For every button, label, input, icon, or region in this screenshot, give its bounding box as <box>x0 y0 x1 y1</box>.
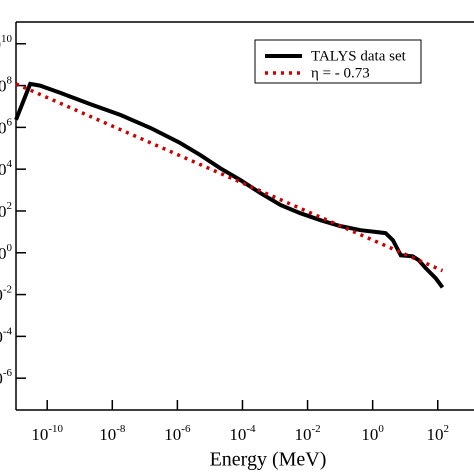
x-tick-label: 10-10 <box>31 423 63 444</box>
y-tick-label: 10-2 <box>0 283 12 304</box>
y-tick-label: 108 <box>0 74 13 95</box>
y-tick-label: 102 <box>0 199 12 220</box>
x-axis-label: Energy (MeV) <box>210 449 327 471</box>
x-tick-label: 102 <box>426 423 449 444</box>
y-tick-label: 100 <box>0 241 13 262</box>
x-tick-label: 10-8 <box>99 423 126 444</box>
x-tick-label: 10-4 <box>229 423 256 444</box>
data-line <box>15 82 444 273</box>
y-tick-label: 10-4 <box>0 325 12 346</box>
legend-box <box>254 39 422 84</box>
y-tick-label: 10-6 <box>0 367 12 388</box>
legend-label: η = - 0.73 <box>311 65 370 81</box>
data-line <box>14 81 445 289</box>
x-tick-label: 10-2 <box>294 423 320 444</box>
y-tick-label: 104 <box>0 158 13 179</box>
y-tick-label: 106 <box>0 116 13 137</box>
x-tick-label: 100 <box>361 423 384 444</box>
legend-label: TALYS data set <box>311 48 407 64</box>
x-tick-label: 10-6 <box>164 423 191 444</box>
